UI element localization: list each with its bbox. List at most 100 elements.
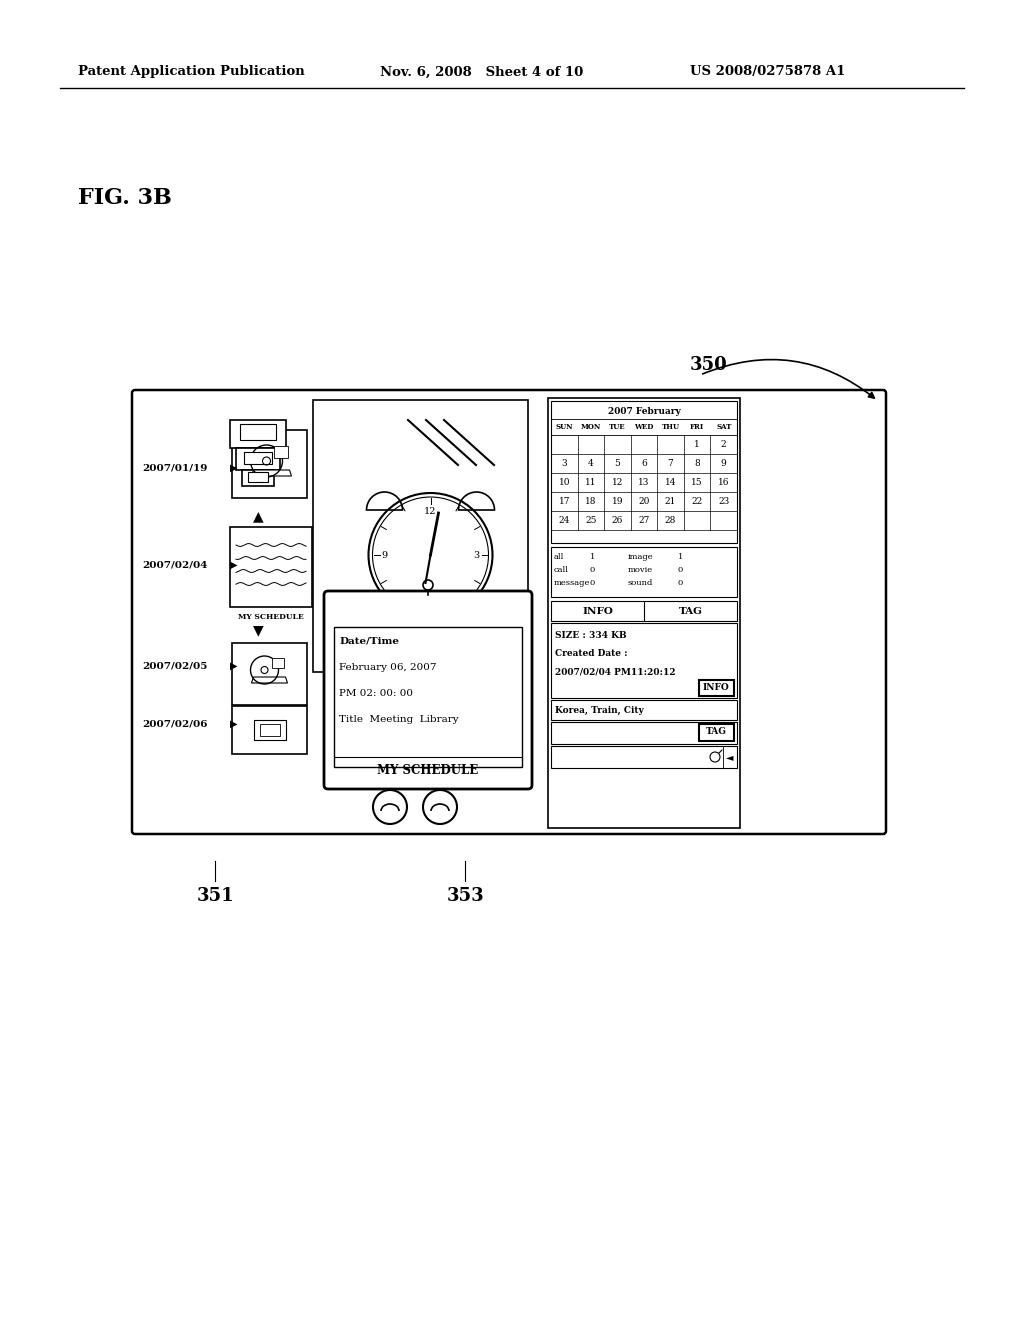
- FancyBboxPatch shape: [699, 680, 734, 696]
- Text: Created Date :: Created Date :: [555, 649, 628, 659]
- Text: 16: 16: [718, 478, 729, 487]
- Text: 2007/02/04: 2007/02/04: [142, 561, 208, 569]
- Text: 0: 0: [678, 566, 683, 574]
- Text: 11: 11: [585, 478, 597, 487]
- Polygon shape: [252, 677, 288, 682]
- Bar: [232, 643, 307, 705]
- Text: 0: 0: [678, 579, 683, 587]
- Text: 2007/02/04 PM11:20:12: 2007/02/04 PM11:20:12: [555, 668, 676, 676]
- Bar: [551, 546, 737, 597]
- Text: 0: 0: [590, 579, 595, 587]
- Text: MY SCHEDULE: MY SCHEDULE: [378, 763, 478, 776]
- Bar: [548, 399, 740, 828]
- Text: Title  Meeting  Library: Title Meeting Library: [339, 714, 459, 723]
- Text: MY SCHEDULE: MY SCHEDULE: [239, 612, 304, 620]
- Text: Date/Time: Date/Time: [339, 636, 399, 645]
- Text: 1: 1: [678, 553, 683, 561]
- Text: Korea, Train, City: Korea, Train, City: [555, 705, 644, 714]
- Text: message: message: [554, 579, 591, 587]
- Text: 21: 21: [665, 498, 676, 506]
- Text: US 2008/0275878 A1: US 2008/0275878 A1: [690, 66, 846, 78]
- Text: 10: 10: [558, 478, 570, 487]
- Bar: [244, 451, 272, 465]
- Bar: [551, 700, 737, 719]
- Text: February 06, 2007: February 06, 2007: [339, 663, 436, 672]
- Text: 9: 9: [721, 459, 727, 469]
- Text: 6: 6: [641, 459, 647, 469]
- Text: image: image: [628, 553, 653, 561]
- Text: 2007/02/05: 2007/02/05: [142, 661, 208, 671]
- Text: all: all: [554, 553, 564, 561]
- Text: 9: 9: [381, 550, 387, 560]
- Bar: [230, 527, 312, 607]
- Bar: [236, 447, 280, 470]
- Text: SIZE : 334 KB: SIZE : 334 KB: [555, 631, 627, 640]
- Text: call: call: [554, 566, 569, 574]
- Text: WED: WED: [634, 422, 653, 432]
- Bar: [232, 430, 307, 498]
- Text: 3: 3: [473, 550, 479, 560]
- Text: 6: 6: [427, 597, 433, 606]
- Polygon shape: [252, 470, 292, 477]
- Text: 2007/02/06: 2007/02/06: [142, 719, 208, 729]
- Text: 0: 0: [590, 566, 595, 574]
- Text: 2007 February: 2007 February: [607, 407, 680, 416]
- Bar: [551, 746, 737, 768]
- Text: 28: 28: [665, 516, 676, 525]
- Bar: [551, 623, 737, 698]
- Text: TUE: TUE: [609, 422, 626, 432]
- Text: sound: sound: [628, 579, 653, 587]
- Bar: [551, 722, 737, 744]
- Text: 5: 5: [614, 459, 621, 469]
- Wedge shape: [459, 492, 495, 510]
- Text: 8: 8: [694, 459, 700, 469]
- Bar: [551, 601, 737, 620]
- Bar: [259, 723, 280, 737]
- Text: PM 02: 00: 00: PM 02: 00: 00: [339, 689, 413, 697]
- Text: 18: 18: [585, 498, 597, 506]
- Text: ▼: ▼: [253, 623, 263, 638]
- Text: 13: 13: [638, 478, 649, 487]
- Bar: [553, 748, 711, 766]
- Text: THU: THU: [662, 422, 680, 432]
- Text: ▶: ▶: [230, 719, 238, 729]
- FancyBboxPatch shape: [132, 389, 886, 834]
- Text: 3: 3: [561, 459, 567, 469]
- Text: FIG. 3B: FIG. 3B: [78, 187, 172, 209]
- Text: 19: 19: [611, 498, 624, 506]
- Text: INFO: INFO: [582, 606, 613, 615]
- Text: 353: 353: [446, 887, 483, 906]
- Text: ▶: ▶: [230, 463, 238, 473]
- Bar: [313, 400, 528, 672]
- Text: 7: 7: [668, 459, 674, 469]
- Text: ▶: ▶: [230, 560, 238, 570]
- Bar: [254, 719, 286, 741]
- Text: SUN: SUN: [556, 422, 573, 432]
- Bar: [551, 401, 737, 543]
- Bar: [240, 424, 276, 440]
- Wedge shape: [367, 492, 402, 510]
- Text: Nov. 6, 2008   Sheet 4 of 10: Nov. 6, 2008 Sheet 4 of 10: [380, 66, 584, 78]
- Bar: [334, 627, 522, 767]
- Text: SAT: SAT: [716, 422, 731, 432]
- Text: 2: 2: [721, 440, 726, 449]
- Text: 20: 20: [638, 498, 649, 506]
- Bar: [230, 420, 286, 447]
- FancyBboxPatch shape: [699, 723, 734, 741]
- Text: ▲: ▲: [253, 510, 263, 523]
- Text: TAG: TAG: [706, 727, 726, 737]
- Bar: [248, 473, 268, 482]
- Text: INFO: INFO: [702, 684, 729, 693]
- Bar: [232, 706, 307, 754]
- Bar: [242, 470, 274, 486]
- Text: 2007/01/19: 2007/01/19: [142, 463, 208, 473]
- Text: FRI: FRI: [690, 422, 705, 432]
- Text: MON: MON: [581, 422, 601, 432]
- Text: Patent Application Publication: Patent Application Publication: [78, 66, 305, 78]
- Text: movie: movie: [628, 566, 653, 574]
- Bar: [271, 657, 284, 668]
- Text: 12: 12: [611, 478, 624, 487]
- Text: 350: 350: [690, 356, 728, 374]
- Text: 26: 26: [611, 516, 624, 525]
- Text: 1: 1: [590, 553, 595, 561]
